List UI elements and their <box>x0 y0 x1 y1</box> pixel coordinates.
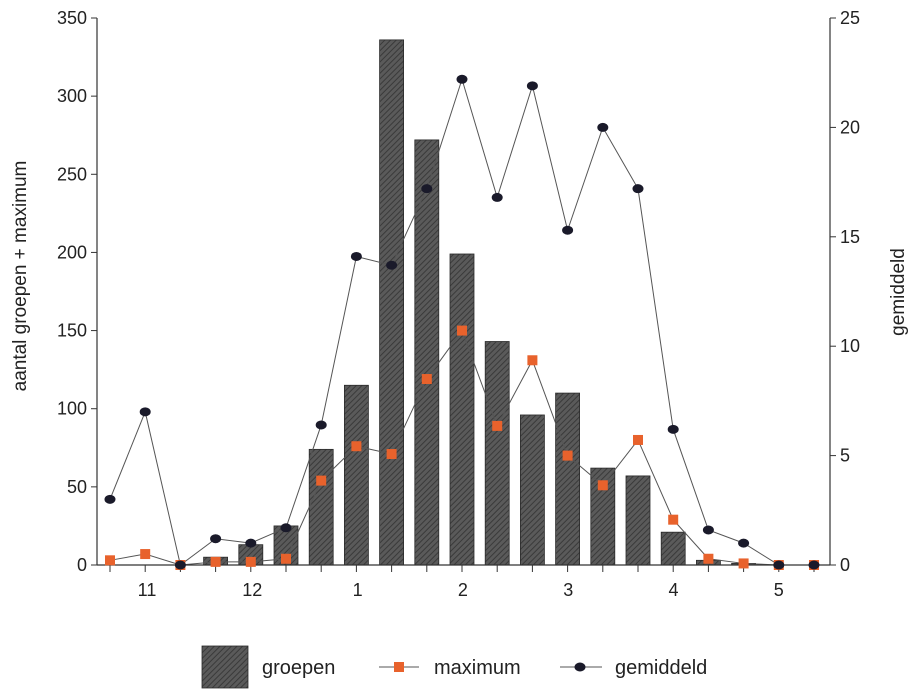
point-maximum <box>562 450 573 461</box>
point-gemiddeld <box>174 560 186 570</box>
bar-groepen <box>625 475 651 566</box>
y-tick-label-left: 350 <box>57 8 87 28</box>
x-tick-label: 5 <box>774 580 784 600</box>
y-tick-label-right: 25 <box>840 8 860 28</box>
legend-label-maximum: maximum <box>434 657 521 679</box>
bar-series-groepen <box>203 39 756 566</box>
point-maximum <box>633 434 643 445</box>
y-tick-label-left: 150 <box>57 321 87 341</box>
y-tick-label-left: 200 <box>57 242 87 262</box>
y-tick-label-left: 300 <box>57 86 87 106</box>
bar-groepen <box>449 253 475 566</box>
x-tick-label: 1 <box>353 580 363 600</box>
point-gemiddeld <box>245 538 257 548</box>
y-tick-label-right: 10 <box>840 336 860 356</box>
point-gemiddeld <box>315 420 327 430</box>
bar-groepen <box>555 392 580 566</box>
point-gemiddeld <box>456 74 468 84</box>
point-gemiddeld <box>702 525 714 535</box>
y-tick-label-left: 100 <box>57 399 87 419</box>
point-gemiddeld <box>667 424 679 434</box>
bar-groepen <box>308 448 334 566</box>
point-gemiddeld <box>421 184 433 194</box>
legend-label-groepen: groepen <box>262 657 335 679</box>
bar-groepen <box>379 39 405 566</box>
legend-marker-maximum <box>394 662 404 672</box>
y-tick-label-right: 20 <box>840 117 860 137</box>
bar-groepen <box>484 341 510 566</box>
y-tick-label-right: 0 <box>840 555 850 575</box>
point-maximum <box>140 549 151 560</box>
y-tick-label-right: 5 <box>840 446 850 466</box>
y-tick-label-right: 15 <box>840 227 860 247</box>
bar-groepen <box>343 384 369 566</box>
point-maximum <box>457 325 467 336</box>
point-gemiddeld <box>773 560 785 570</box>
point-maximum <box>105 555 115 566</box>
legend-label-gemiddeld: gemiddeld <box>615 657 707 679</box>
point-gemiddeld <box>386 260 398 270</box>
y-axis-title-right: gemiddeld <box>888 248 909 336</box>
point-maximum <box>668 514 679 525</box>
bar-groepen <box>414 139 440 566</box>
point-gemiddeld <box>210 534 222 544</box>
point-maximum <box>421 374 432 385</box>
point-maximum <box>245 556 256 567</box>
point-gemiddeld <box>632 184 644 194</box>
point-maximum <box>210 556 221 567</box>
y-tick-label-left: 0 <box>77 555 87 575</box>
x-tick-label: 2 <box>458 580 468 600</box>
point-maximum <box>597 480 608 491</box>
point-gemiddeld <box>597 122 609 132</box>
y-tick-label-left: 50 <box>67 477 87 497</box>
legend: groepen maximum gemiddeld <box>201 645 707 689</box>
point-maximum <box>281 553 291 564</box>
x-tick-label: 4 <box>668 580 678 600</box>
marker-series <box>104 74 820 570</box>
point-gemiddeld <box>526 81 538 91</box>
point-gemiddeld <box>139 407 151 417</box>
point-maximum <box>316 475 327 486</box>
point-maximum <box>738 558 749 569</box>
x-tick-label: 11 <box>138 580 157 600</box>
bar-groepen <box>520 414 545 566</box>
point-maximum <box>492 420 503 431</box>
legend-marker-gemiddeld <box>574 662 586 672</box>
point-maximum <box>703 553 714 564</box>
y-tick-label-left: 250 <box>57 164 87 184</box>
point-gemiddeld <box>808 560 820 570</box>
point-gemiddeld <box>104 494 116 504</box>
y-axis-title-left: aantal groepen + maximum <box>10 161 31 392</box>
x-tick-label: 3 <box>563 580 573 600</box>
point-gemiddeld <box>491 192 503 202</box>
point-maximum <box>527 355 538 366</box>
point-gemiddeld <box>350 251 362 261</box>
x-tick-label: 12 <box>242 580 262 600</box>
bar-groepen <box>660 531 686 566</box>
point-gemiddeld <box>738 538 750 548</box>
point-maximum <box>351 441 362 452</box>
point-gemiddeld <box>562 225 574 235</box>
legend-swatch-groepen <box>201 645 249 689</box>
point-gemiddeld <box>280 523 292 533</box>
point-maximum <box>386 449 397 460</box>
